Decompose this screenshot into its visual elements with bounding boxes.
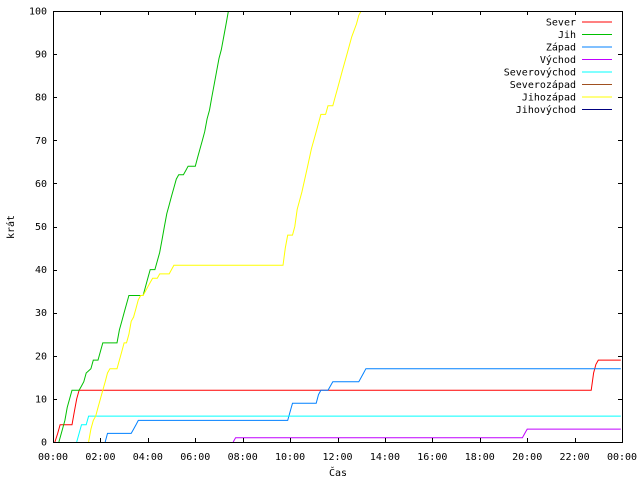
x-axis-title: Čas bbox=[329, 466, 347, 479]
x-tick-label: 08:00 bbox=[228, 452, 258, 463]
series-line-2 bbox=[58, 11, 229, 442]
legend-label: Západ bbox=[546, 42, 576, 54]
x-tick-label: 00:00 bbox=[38, 452, 68, 463]
legend-label: Severovýchod bbox=[504, 67, 576, 79]
x-tick-label: 02:00 bbox=[85, 452, 115, 463]
legend-label: Jihozápad bbox=[522, 92, 576, 104]
series-line-7 bbox=[88, 11, 362, 442]
legend-label: Jihovýchod bbox=[516, 104, 576, 116]
y-tick-label: 90 bbox=[35, 50, 47, 61]
x-tick-label: 22:00 bbox=[560, 452, 590, 463]
x-tick-label: 10:00 bbox=[275, 452, 305, 463]
series-line-5 bbox=[76, 415, 621, 442]
y-tick-label: 40 bbox=[35, 265, 47, 276]
ticks-layer: 0 10 20 30 40 50 60 70 80 90 100 00:00 02:00 04:00 06:… bbox=[29, 7, 637, 464]
y-tick-label: 70 bbox=[35, 136, 47, 147]
x-tick-label: 04:00 bbox=[133, 452, 163, 463]
series-line-3 bbox=[104, 368, 621, 442]
y-axis-title: krát bbox=[5, 215, 17, 239]
x-tick-label: 16:00 bbox=[417, 452, 447, 463]
x-tick-label: 20:00 bbox=[512, 452, 542, 463]
y-tick-label: 10 bbox=[35, 394, 47, 405]
x-tick-label: 12:00 bbox=[322, 452, 352, 463]
y-tick-label: 30 bbox=[35, 308, 47, 319]
x-tick-label: 00:00 bbox=[607, 452, 637, 463]
y-tick-label: 60 bbox=[35, 179, 47, 190]
x-tick-label: 18:00 bbox=[465, 452, 495, 463]
legend-label: Sever bbox=[546, 18, 576, 29]
x-tick-label: 14:00 bbox=[370, 452, 400, 463]
legend-label: Severozápad bbox=[510, 79, 576, 91]
y-tick-label: 20 bbox=[35, 351, 47, 362]
series-line-1 bbox=[54, 359, 621, 442]
legend-label: Jih bbox=[558, 30, 576, 41]
y-tick-label: 100 bbox=[29, 7, 47, 18]
y-tick-label: 80 bbox=[35, 93, 47, 104]
series-line-4 bbox=[232, 428, 621, 442]
y-tick-label: 0 bbox=[41, 438, 47, 449]
y-tick-label: 50 bbox=[35, 222, 47, 233]
legend: SeverJihZápadVýchodSeverovýchodSeverozáp… bbox=[504, 18, 612, 116]
x-tick-label: 06:00 bbox=[180, 452, 210, 463]
series-layer bbox=[54, 11, 621, 442]
legend-label: Východ bbox=[540, 54, 576, 66]
